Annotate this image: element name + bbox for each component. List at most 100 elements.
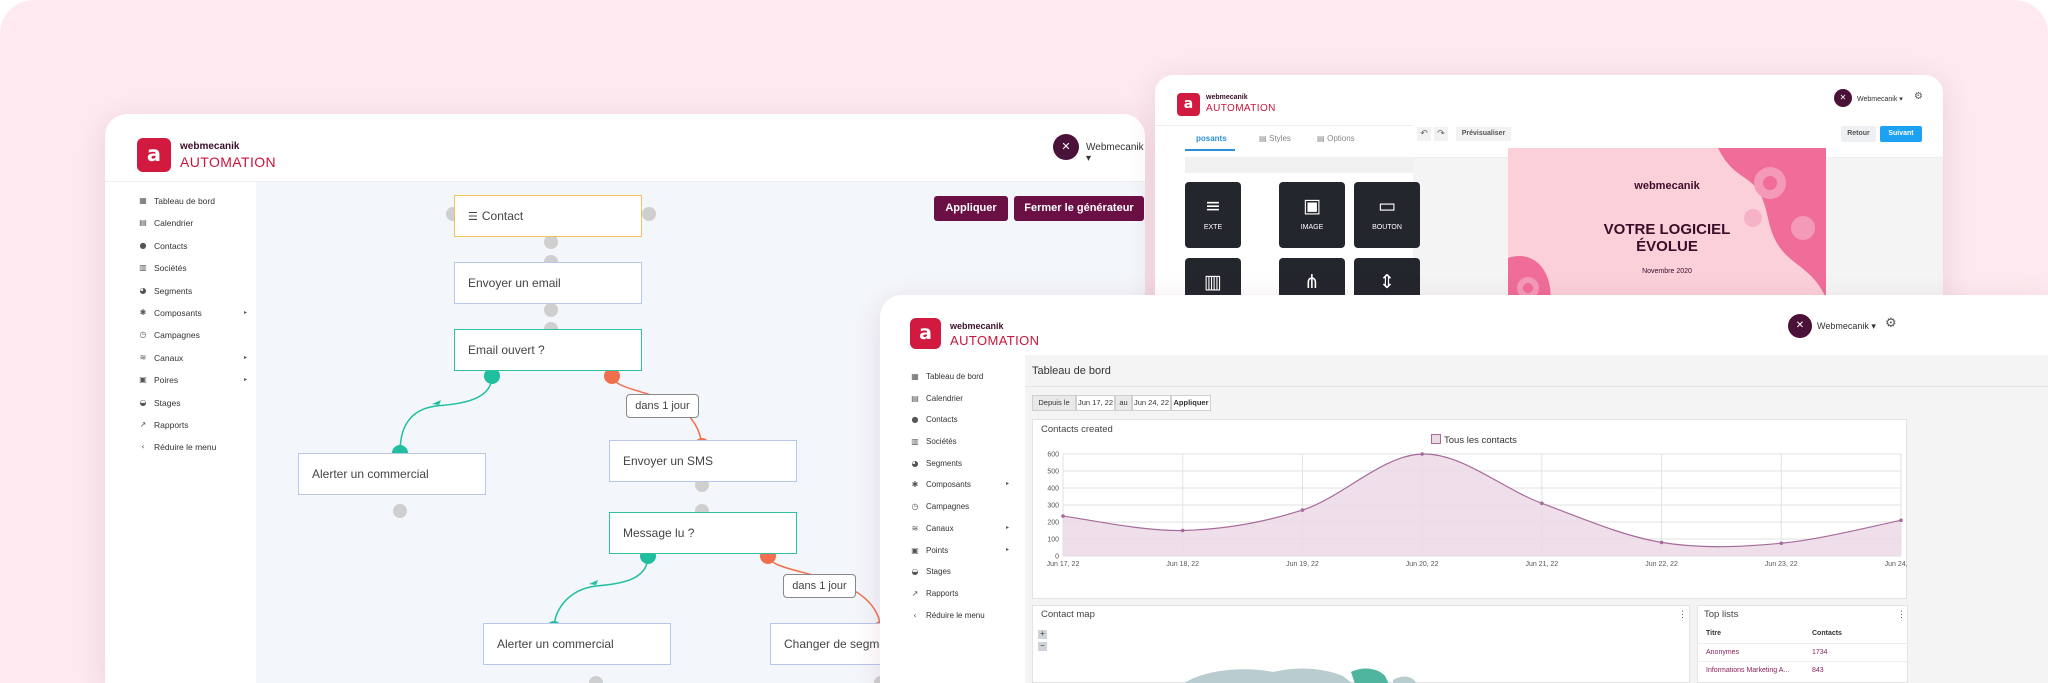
delay-badge[interactable]: dans 1 jour	[626, 394, 699, 418]
sidebar-item-segments[interactable]: ◕ Segments	[137, 280, 247, 302]
list-title-link[interactable]: Informations Marketing A...	[1706, 667, 1790, 674]
dashboard-icon: ▦	[911, 372, 919, 381]
close-builder-button[interactable]: Fermer le générateur	[1014, 196, 1144, 221]
user-avatar[interactable]: ✕	[1053, 134, 1079, 160]
connector-dot[interactable]	[642, 207, 656, 221]
sidebar-item-segments[interactable]: ◕ Segments	[909, 453, 1009, 475]
redo-icon[interactable]: ↷	[1434, 127, 1448, 141]
user-menu[interactable]: Webmecanik ▾	[1857, 95, 1903, 103]
component-tile-bouton[interactable]: ▭ BOUTON	[1354, 182, 1420, 248]
sidebar-item-rapports[interactable]: ↗ Rapports	[137, 414, 247, 436]
date-from-input[interactable]: Jun 17, 22	[1076, 395, 1115, 411]
chart-icon: ↗	[911, 588, 919, 598]
sidebar-item-stages[interactable]: ◒ Stages	[909, 561, 1009, 583]
undo-icon[interactable]: ↶	[1417, 127, 1431, 141]
sidebar-item-r-duire-le-menu[interactable]: ‹ Réduire le menu	[909, 605, 1009, 627]
node-alert-commercial[interactable]: Alerter un commercial	[483, 623, 671, 665]
yes-output-dot[interactable]	[484, 368, 500, 384]
sidebar-item-contacts[interactable]: ● Contacts	[137, 235, 247, 257]
node-contact[interactable]: ☰ Contact	[454, 195, 642, 237]
sidebar-item-canaux[interactable]: ≋ Canaux ▸	[137, 347, 247, 369]
connector-dot[interactable]	[544, 303, 558, 317]
data-point[interactable]	[1540, 501, 1544, 506]
sidebar-item-tableau-de-bord[interactable]: ▦ Tableau de bord	[909, 366, 1009, 388]
brand-logo[interactable]: a	[1177, 93, 1200, 116]
y-tick-label: 300	[1047, 503, 1059, 510]
apply-date-button[interactable]: Appliquer	[1171, 395, 1211, 411]
user-avatar[interactable]: ✕	[1788, 314, 1812, 338]
data-point[interactable]	[1061, 514, 1065, 518]
data-point[interactable]	[1300, 508, 1305, 512]
gear-icon[interactable]: ⚙	[1914, 91, 1923, 102]
clock-icon: ◷	[911, 502, 919, 512]
sidebar-item-rapports[interactable]: ↗ Rapports	[909, 583, 1009, 605]
sidebar-item-contacts[interactable]: ● Contacts	[909, 409, 1009, 431]
data-point[interactable]	[1180, 528, 1185, 533]
gauge-icon: ◒	[911, 567, 919, 577]
sidebar-item-campagnes[interactable]: ◷ Campagnes	[909, 496, 1009, 518]
tile-icon: ⋔	[1304, 271, 1320, 293]
node-email-opened[interactable]: Email ouvert ?	[454, 329, 642, 371]
data-point[interactable]	[1659, 540, 1664, 545]
brand-logo[interactable]: a	[910, 318, 941, 349]
data-point[interactable]	[1899, 518, 1903, 523]
sidebar-item-label: Sociétés	[154, 263, 187, 274]
sidebar-item-composants[interactable]: ✱ Composants ▸	[137, 302, 247, 324]
tab-composants[interactable]: posants	[1196, 134, 1227, 143]
email-banner: webmecanik VOTRE LOGICIEL ÉVOLUE Novembre…	[1508, 148, 1826, 315]
sidebar-item-calendrier[interactable]: ▤ Calendrier	[909, 388, 1009, 410]
sidebar-item-campagnes[interactable]: ◷ Campagnes	[137, 324, 247, 346]
sidebar-item-tableau-de-bord[interactable]: ▦ Tableau de bord	[137, 190, 247, 212]
next-button[interactable]: Suivant	[1880, 126, 1922, 142]
menu-dots-icon[interactable]: ⋮	[1678, 609, 1687, 619]
node-send-email[interactable]: Envoyer un email	[454, 262, 642, 304]
sidebar-item-label: Composants	[926, 480, 971, 490]
x-tick-label: Jun 20, 22	[1406, 561, 1439, 568]
apply-button[interactable]: Appliquer	[934, 196, 1008, 221]
zoom-out-button[interactable]: −	[1038, 642, 1047, 651]
sidebar-item-points[interactable]: ▣ Points ▸	[909, 540, 1009, 562]
node-message-read[interactable]: Message lu ?	[609, 512, 797, 554]
sidebar-item-stages[interactable]: ◒ Stages	[137, 392, 247, 414]
zoom-in-button[interactable]: +	[1038, 630, 1047, 639]
tab-options[interactable]: ▤ Options	[1317, 134, 1355, 143]
data-point[interactable]	[1420, 452, 1424, 456]
back-button[interactable]: Retour	[1841, 126, 1876, 142]
date-to-input[interactable]: Jun 24, 22	[1132, 395, 1171, 411]
sidebar-item-r-duire-le-menu[interactable]: ‹ Réduire le menu	[137, 436, 247, 458]
user-menu[interactable]: Webmecanik ▾	[1817, 321, 1876, 332]
sidebar-item-soci-t-s[interactable]: ▥ Sociétés	[137, 257, 247, 279]
no-output-dot[interactable]	[604, 368, 620, 384]
list-contacts-count: 1734	[1812, 649, 1828, 656]
user-menu[interactable]: Webmecanik ▾	[1086, 142, 1145, 164]
list-title-link[interactable]: Anonymes	[1706, 649, 1740, 656]
data-point[interactable]	[1779, 541, 1784, 546]
section-header[interactable]	[1185, 157, 1428, 173]
brand-logo[interactable]: a	[137, 138, 171, 172]
component-tile-image[interactable]: ▣ IMAGE	[1279, 182, 1345, 248]
rss-icon: ≋	[911, 523, 919, 533]
sidebar-item-composants[interactable]: ✱ Composants ▸	[909, 474, 1009, 496]
sidebar-item-calendrier[interactable]: ▤ Calendrier	[137, 212, 247, 234]
gear-icon[interactable]: ⚙	[1885, 316, 1897, 331]
tab-styles[interactable]: ▤ Styles	[1259, 134, 1291, 143]
table-row[interactable]: Anonymes 1734	[1698, 643, 1909, 661]
sidebar-item-poires[interactable]: ▣ Poires ▸	[137, 369, 247, 391]
world-map	[1184, 668, 1417, 683]
component-tile-exte[interactable]: ≡ EXTE	[1185, 182, 1241, 248]
sidebar-item-canaux[interactable]: ≋ Canaux ▸	[909, 518, 1009, 540]
node-alert-commercial[interactable]: Alerter un commercial	[298, 453, 486, 495]
sidebar-item-soci-t-s[interactable]: ▥ Sociétés	[909, 431, 1009, 453]
connector-dot[interactable]	[544, 235, 558, 249]
table-row[interactable]: Informations Marketing A... 843	[1698, 661, 1909, 679]
preview-button[interactable]: Prévisualiser	[1456, 127, 1511, 141]
node-send-sms[interactable]: Envoyer un SMS	[609, 440, 797, 482]
user-avatar[interactable]: ✕	[1834, 89, 1852, 107]
tile-icon: ▭	[1378, 195, 1396, 217]
delay-badge[interactable]: dans 1 jour	[783, 574, 856, 598]
connector-dot[interactable]	[589, 676, 603, 683]
user-name: Webmecanik	[1857, 96, 1898, 103]
connector-dot[interactable]	[393, 504, 407, 518]
legend[interactable]: Tous les contacts	[1431, 434, 1517, 446]
menu-dots-icon[interactable]: ⋮	[1897, 609, 1906, 619]
